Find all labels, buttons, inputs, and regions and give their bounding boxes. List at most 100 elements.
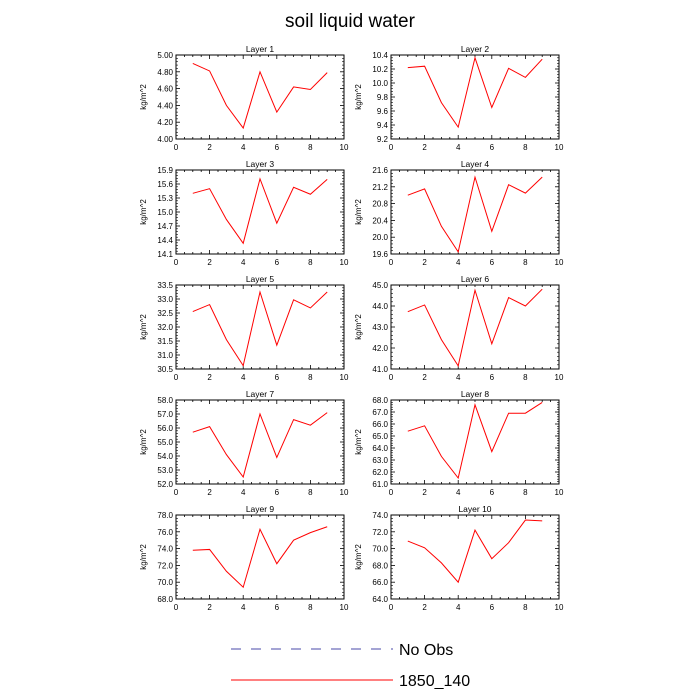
layer-9-ytick-label: 74.0	[157, 545, 173, 554]
layer-7-ytick-label: 52.0	[157, 480, 173, 489]
layer-1-xtick-label: 2	[207, 143, 212, 152]
layer-7-xtick-label: 2	[207, 488, 212, 497]
layer-10-xtick-label: 8	[523, 603, 528, 612]
layer-7-ytick-label: 53.0	[157, 466, 173, 475]
layer-7-title: Layer 7	[246, 389, 275, 399]
layer-8-ytick-label: 67.0	[372, 408, 388, 417]
layer-2-ytick-label: 9.6	[377, 107, 389, 116]
layer-3-xtick-label: 0	[174, 258, 179, 267]
panel-layer-4: Layer 4 0 2 4 6 8 10 19.6 20.0 20.4 20.8 21.2 21.6 kg…	[354, 159, 564, 267]
layer-9-xtick-label: 8	[308, 603, 313, 612]
layer-10-frame	[390, 514, 560, 600]
layer-8-series-line	[407, 401, 543, 480]
layer-7-xtick-label: 4	[241, 488, 246, 497]
layer-5-ytick-label: 32.0	[157, 323, 173, 332]
layer-1-series-line	[192, 62, 328, 130]
layer-5-xtick-label: 0	[174, 373, 179, 382]
layer-3-xtick-label: 8	[308, 258, 313, 267]
layer-4-xtick-label: 2	[422, 258, 427, 267]
layer-2-ylabel: kg/m^2	[354, 84, 363, 110]
layer-4-ytick-label: 19.6	[372, 250, 388, 259]
layer-7-ylabel: kg/m^2	[139, 429, 148, 455]
layer-6-xtick-label: 0	[389, 373, 394, 382]
layer-2-ytick-label: 9.8	[377, 93, 389, 102]
layer-8-ylabel: kg/m^2	[354, 429, 363, 455]
panel-layer-7: Layer 7 0 2 4 6 8 10 52.0 53.0 54.0 55.0 56.0 57.0 58…	[139, 389, 349, 497]
layer-6-xtick-label: 2	[422, 373, 427, 382]
layer-6-ytick-label: 42.0	[372, 344, 388, 353]
layer-3-xtick-label: 4	[241, 258, 246, 267]
layer-5-xtick-label: 4	[241, 373, 246, 382]
layer-1-xtick-label: 6	[275, 143, 280, 152]
layer-7-xtick-label: 8	[308, 488, 313, 497]
layer-9-xtick-label: 10	[340, 603, 349, 612]
layer-1-ytick-label: 4.00	[157, 135, 173, 144]
layer-6-xtick-label: 10	[555, 373, 564, 382]
layer-2-ytick-label: 9.4	[377, 121, 389, 130]
layer-9-ytick-label: 72.0	[157, 561, 173, 570]
layer-5-ytick-label: 30.5	[157, 365, 173, 374]
layer-4-xtick-label: 6	[490, 258, 495, 267]
layer-8-xtick-label: 8	[523, 488, 528, 497]
panel-layer-2: Layer 2 0 2 4 6 8 10 9.2 9.4 9.6 9.8 10.0 10.2 10.4 kg…	[354, 44, 564, 152]
layer-6-ylabel: kg/m^2	[354, 314, 363, 340]
layer-5-xtick-label: 6	[275, 373, 280, 382]
layer-3-xtick-label: 10	[340, 258, 349, 267]
layer-3-series-line	[192, 177, 328, 245]
layer-8-xtick-label: 6	[490, 488, 495, 497]
layer-5-title: Layer 5	[246, 274, 275, 284]
layer-7-ytick-label: 54.0	[157, 452, 173, 461]
layer-10-xtick-label: 10	[555, 603, 564, 612]
layer-5-xtick-label: 8	[308, 373, 313, 382]
layer-10-ytick-label: 68.0	[372, 561, 388, 570]
layer-5-frame	[175, 284, 345, 370]
layer-5-ytick-label: 33.0	[157, 295, 173, 304]
layer-7-xtick-label: 0	[174, 488, 179, 497]
layer-6-ytick-label: 44.0	[372, 302, 388, 311]
layer-1-xtick-label: 8	[308, 143, 313, 152]
layer-10-xtick-label: 0	[389, 603, 394, 612]
layer-8-ytick-label: 65.0	[372, 432, 388, 441]
layer-8-xtick-label: 0	[389, 488, 394, 497]
layer-3-ytick-label: 15.9	[157, 166, 173, 175]
layer-10-series-line	[407, 519, 543, 584]
layer-8-title: Layer 8	[461, 389, 490, 399]
layer-2-ytick-label: 9.2	[377, 135, 389, 144]
layer-2-title: Layer 2	[461, 44, 490, 54]
layer-5-xtick-label: 2	[207, 373, 212, 382]
panel-grid: Layer 10 2 4 6 8 104.004.204.404.604.805.00kg…	[139, 44, 564, 612]
panel-layer-5: Layer 5 0 2 4 6 8 10 30.5 31.0 31.5 32.0 32.5 33.0 33…	[139, 274, 349, 382]
layer-7-ytick-label: 56.0	[157, 424, 173, 433]
layer-10-xtick-label: 2	[422, 603, 427, 612]
layer-7-series-line	[192, 412, 328, 479]
layer-8-ytick-label: 64.0	[372, 444, 388, 453]
layer-2-xtick-label: 10	[555, 143, 564, 152]
layer-7-xtick-label: 10	[340, 488, 349, 497]
layer-4-ytick-label: 21.2	[372, 183, 388, 192]
layer-5-ytick-label: 32.5	[157, 309, 173, 318]
layer-10-xtick-label: 6	[490, 603, 495, 612]
layer-8-xtick-label: 2	[422, 488, 427, 497]
layer-10-ytick-label: 66.0	[372, 578, 388, 587]
layer-8-xtick-label: 10	[555, 488, 564, 497]
layer-6-xtick-label: 6	[490, 373, 495, 382]
layer-3-xtick-label: 6	[275, 258, 280, 267]
panel-layer-8: Layer 8 0 2 4 6 8 10 61.0 62.0 63.0 64.0 65.0 66.0 67…	[354, 389, 564, 497]
layer-7-frame	[175, 399, 345, 485]
layer-5-ytick-label: 31.0	[157, 351, 173, 360]
layer-5-xtick-label: 10	[340, 373, 349, 382]
panel-layer-10: Layer 10 0 2 4 6 8 10 64.0 66.0 68.0 70.0 72.0 74.0 k…	[354, 504, 564, 612]
layer-8-ytick-label: 63.0	[372, 456, 388, 465]
layer-5-ytick-label: 33.5	[157, 281, 173, 290]
layer-10-ytick-label: 70.0	[372, 545, 388, 554]
legend: No Obs 1850_140	[231, 642, 470, 690]
panel-layer-9: Layer 9 0 2 4 6 8 10 68.0 70.0 72.0 74.0 76.0 78.0 kg…	[139, 504, 349, 612]
layer-3-ytick-label: 14.1	[157, 250, 173, 259]
layer-9-ytick-label: 76.0	[157, 528, 173, 537]
layer-6-ytick-label: 41.0	[372, 365, 388, 374]
layer-1-title: Layer 1	[246, 44, 275, 54]
layer-4-xtick-label: 8	[523, 258, 528, 267]
layer-1-ytick-label: 4.40	[157, 101, 173, 110]
layer-1-xtick-label: 10	[340, 143, 349, 152]
legend-label-no-obs: No Obs	[399, 642, 453, 659]
